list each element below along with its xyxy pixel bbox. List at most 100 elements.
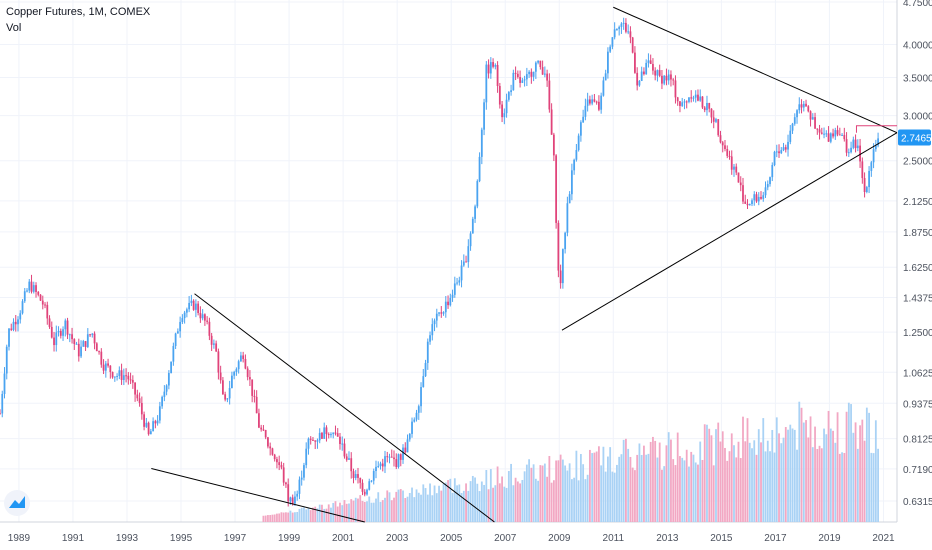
candle-body — [82, 341, 85, 347]
volume-bar — [798, 401, 801, 522]
candle-body — [161, 396, 164, 407]
volume-bar — [667, 432, 670, 522]
volume-bar — [658, 442, 661, 522]
volume-bar — [717, 422, 720, 522]
volume-bar — [775, 417, 778, 522]
candle-body — [622, 22, 625, 24]
volume-bar — [613, 472, 616, 522]
candle-body — [30, 281, 33, 292]
volume-bar — [359, 495, 362, 522]
candle-body — [807, 106, 810, 112]
y-tick-label: 0.7190 — [903, 465, 932, 476]
volume-bar — [757, 429, 760, 522]
candle-body — [363, 491, 366, 495]
candle-body — [197, 303, 200, 313]
volume-bar — [856, 448, 859, 522]
volume-bar — [507, 471, 510, 522]
candle-body — [854, 139, 857, 149]
candle-body — [570, 170, 573, 195]
y-tick-label: 1.0625 — [903, 368, 932, 379]
volume-bar — [379, 501, 382, 522]
volume-bar — [609, 447, 612, 522]
candle-body — [541, 67, 544, 75]
last-price-tag — [898, 129, 931, 146]
candle-body — [35, 285, 37, 292]
candle-body — [690, 97, 693, 99]
candle-body — [859, 145, 861, 162]
candle-body — [523, 79, 526, 81]
candle-body — [708, 103, 711, 109]
candle-body — [226, 398, 229, 400]
volume-bar — [766, 440, 769, 522]
candle-body — [190, 300, 193, 303]
volume-bar — [325, 508, 328, 522]
volume-bar — [465, 483, 467, 522]
candle-body — [287, 484, 290, 502]
candle-body — [667, 74, 670, 81]
volume-bar — [485, 469, 488, 522]
volume-bar — [415, 489, 418, 522]
candle-body — [451, 294, 454, 298]
candle-body — [528, 71, 531, 75]
candle-body — [726, 148, 729, 156]
candle-body — [510, 90, 512, 93]
candle-body — [176, 331, 179, 334]
candle-body — [39, 294, 42, 301]
volume-bar — [829, 428, 832, 522]
candle-body — [453, 283, 456, 295]
candle-body — [814, 117, 816, 129]
candle-body — [654, 70, 657, 76]
candle-body — [793, 117, 796, 124]
volume-bar — [737, 441, 740, 522]
candle-body — [751, 200, 753, 205]
candle-body — [618, 26, 621, 30]
volume-bar — [733, 445, 735, 522]
candle-body — [850, 147, 852, 153]
volume-bar — [832, 430, 834, 522]
candle-body — [215, 343, 218, 352]
volume-bar — [593, 452, 596, 522]
volume-bar — [525, 464, 528, 522]
candle-body — [701, 96, 704, 108]
volume-bar — [381, 500, 384, 522]
candle-body — [757, 196, 760, 202]
volume-bar — [384, 497, 386, 522]
candle-body — [829, 133, 832, 142]
volume-bar — [440, 490, 443, 522]
volume-bar — [611, 471, 614, 522]
candle-body — [643, 71, 645, 75]
y-tick-label: 0.8125 — [903, 435, 932, 446]
candle-body — [688, 97, 690, 102]
candle-body — [579, 122, 582, 136]
volume-bar — [503, 486, 506, 522]
candle-body — [507, 92, 510, 100]
volume-bar — [269, 515, 272, 522]
y-tick-label: 1.2500 — [903, 328, 932, 339]
candle-body — [483, 102, 485, 130]
candle-body — [408, 433, 411, 440]
candle-body — [877, 138, 879, 146]
candle-body — [221, 380, 224, 395]
volume-bar — [550, 482, 553, 522]
candle-body — [474, 206, 476, 219]
candle-body — [318, 432, 321, 441]
candle-body — [575, 150, 578, 160]
candle-body — [381, 463, 384, 467]
candle-body — [138, 398, 141, 403]
candle-body — [480, 129, 483, 157]
volume-bar — [859, 425, 861, 522]
volume-bar — [708, 428, 711, 522]
candle-body — [872, 149, 875, 163]
candle-body — [181, 318, 184, 322]
candle-body — [435, 313, 438, 321]
candle-body — [104, 363, 107, 371]
x-tick-label: 1999 — [278, 533, 301, 544]
candle-body — [476, 181, 479, 207]
volume-bar — [852, 432, 855, 522]
candle-body — [598, 101, 600, 110]
candle-body — [512, 72, 515, 91]
candle-body — [152, 421, 155, 432]
candle-body — [721, 142, 724, 146]
candle-body — [217, 351, 220, 373]
tradingview-logo-icon[interactable] — [4, 490, 30, 516]
